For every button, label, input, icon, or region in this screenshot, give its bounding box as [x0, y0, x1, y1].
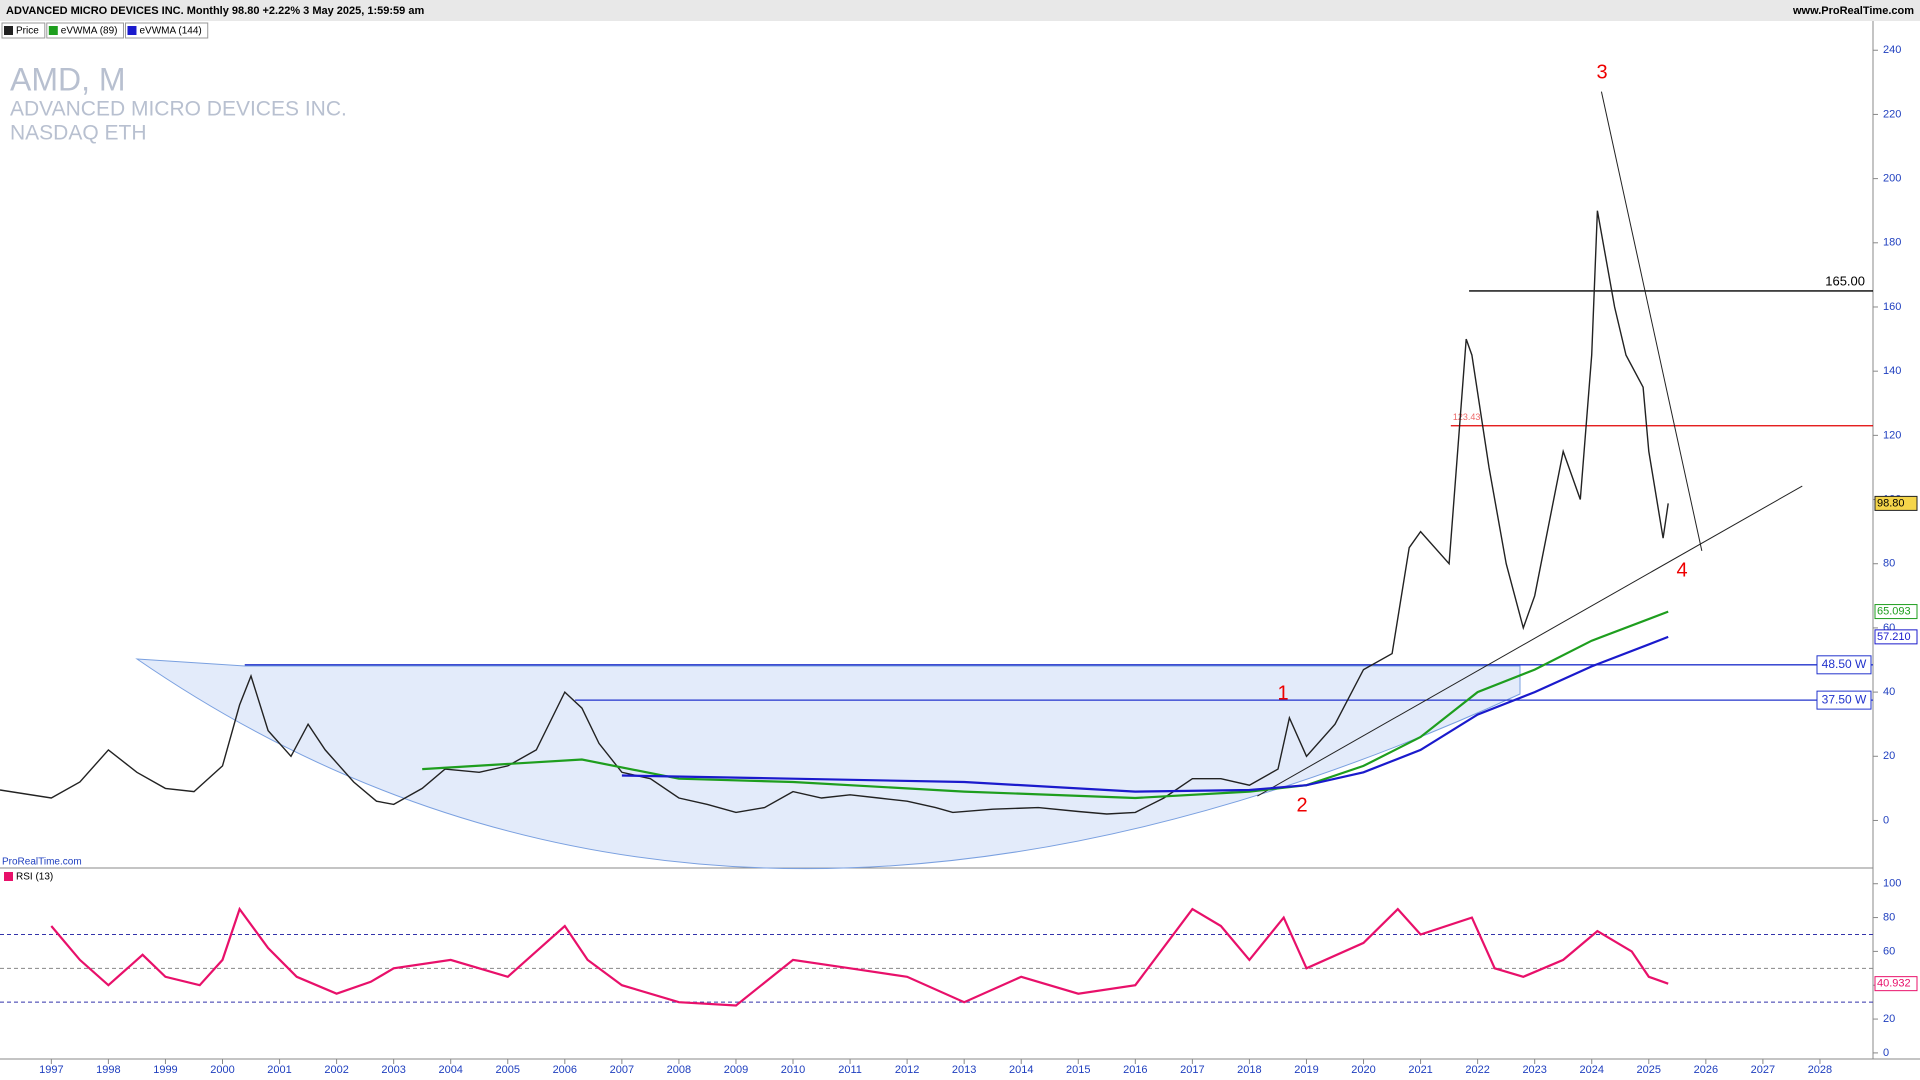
x-tick-label: 2027 — [1751, 1064, 1775, 1076]
x-tick-label: 2009 — [724, 1064, 748, 1076]
trendline — [1600, 91, 1703, 551]
series-line — [50, 906, 1669, 1007]
legend-label: eVWMA (89) — [61, 26, 118, 37]
level-label: 37.50 W — [1822, 692, 1867, 706]
x-tick-label: 2025 — [1637, 1064, 1661, 1076]
header-title: ADVANCED MICRO DEVICES INC. Monthly 98.8… — [6, 5, 424, 17]
x-tick-label: 2004 — [438, 1064, 462, 1076]
y-tick-label: 220 — [1883, 108, 1901, 120]
legend-item — [1, 22, 46, 39]
watermark-site: ProRealTime.com — [2, 857, 82, 868]
x-tick-label: 2002 — [324, 1064, 348, 1076]
y-tick-label: 20 — [1883, 1013, 1895, 1025]
wave-label: 2 — [1296, 794, 1307, 816]
y-tick-label: 240 — [1883, 44, 1901, 56]
x-tick-label: 2021 — [1408, 1064, 1432, 1076]
legend-item — [124, 22, 209, 39]
x-tick-label: 2007 — [610, 1064, 634, 1076]
x-tick-label: 2010 — [781, 1064, 805, 1076]
y-tick-label: 0 — [1883, 1047, 1889, 1059]
level-box — [1816, 690, 1872, 710]
y-tick-label: 40 — [1883, 686, 1895, 698]
trendline — [1257, 485, 1803, 797]
level-label: 165.00 — [1825, 273, 1865, 288]
x-tick-label: 2017 — [1180, 1064, 1204, 1076]
x-tick-label: 1999 — [153, 1064, 177, 1076]
x-tick-label: 2026 — [1694, 1064, 1718, 1076]
level-label: 123.43 — [1453, 412, 1481, 422]
x-tick-label: 2023 — [1522, 1064, 1546, 1076]
x-tick-label: 2019 — [1294, 1064, 1318, 1076]
x-tick-label: 2028 — [1808, 1064, 1832, 1076]
wave-label: 3 — [1596, 61, 1607, 83]
x-tick-label: 2018 — [1237, 1064, 1261, 1076]
wave-label: 1 — [1277, 682, 1288, 704]
y-tick-label: 80 — [1883, 558, 1895, 570]
x-tick-label: 2024 — [1579, 1064, 1603, 1076]
x-tick-label: 1997 — [39, 1064, 63, 1076]
watermark-name: ADVANCED MICRO DEVICES INC. — [10, 98, 347, 121]
header-bar — [0, 0, 1920, 21]
y-tick-label: 60 — [1883, 945, 1895, 957]
legend-label: RSI (13) — [16, 872, 53, 883]
legend-label: Price — [16, 26, 39, 37]
x-tick-label: 2020 — [1351, 1064, 1375, 1076]
y-tick-label: 0 — [1883, 814, 1889, 826]
watermark-symbol: AMD, M — [10, 61, 126, 97]
legend-swatch — [48, 26, 58, 35]
legend-label: eVWMA (144) — [139, 26, 201, 37]
x-tick-label: 2003 — [381, 1064, 405, 1076]
x-tick-label: 2014 — [1009, 1064, 1033, 1076]
x-tick-label: 2012 — [895, 1064, 919, 1076]
legend-swatch — [4, 872, 13, 881]
level-label: 48.50 W — [1822, 657, 1867, 671]
last-value-label: 57.210 — [1877, 631, 1911, 643]
last-value-label: 40.932 — [1877, 978, 1911, 990]
x-tick-label: 2013 — [952, 1064, 976, 1076]
wave-label: 4 — [1676, 559, 1687, 581]
cup-shape — [135, 658, 1521, 870]
x-tick-label: 1998 — [96, 1064, 120, 1076]
watermark-exchange: NASDAQ ETH — [10, 122, 147, 145]
x-tick-label: 2000 — [210, 1064, 234, 1076]
y-tick-label: 200 — [1883, 173, 1901, 185]
header-site[interactable]: www.ProRealTime.com — [1792, 5, 1914, 17]
y-tick-label: 140 — [1883, 365, 1901, 377]
y-tick-label: 20 — [1883, 750, 1895, 762]
legend-item — [46, 22, 124, 39]
last-value-label: 65.093 — [1877, 605, 1911, 617]
y-tick-label: 160 — [1883, 301, 1901, 313]
x-tick-label: 2016 — [1123, 1064, 1147, 1076]
x-tick-label: 2005 — [496, 1064, 520, 1076]
x-tick-label: 2011 — [838, 1064, 862, 1076]
series-line — [621, 635, 1669, 793]
last-value-box — [1874, 604, 1918, 620]
x-tick-label: 2001 — [267, 1064, 291, 1076]
level-box — [1816, 655, 1872, 675]
y-tick-label: 180 — [1883, 237, 1901, 249]
x-tick-label: 2015 — [1066, 1064, 1090, 1076]
y-tick-label: 120 — [1883, 429, 1901, 441]
x-tick-label: 2006 — [553, 1064, 577, 1076]
y-tick-label: 80 — [1883, 911, 1895, 923]
x-tick-label: 2022 — [1465, 1064, 1489, 1076]
last-value-box — [1874, 495, 1918, 511]
x-tick-label: 2008 — [667, 1064, 691, 1076]
last-value-label: 98.80 — [1877, 497, 1905, 509]
last-value-box — [1874, 976, 1918, 992]
y-tick-label: 100 — [1883, 878, 1901, 890]
series-line — [0, 210, 1669, 815]
legend-swatch — [4, 26, 13, 35]
last-value-box — [1874, 629, 1918, 645]
legend-swatch — [127, 26, 137, 35]
